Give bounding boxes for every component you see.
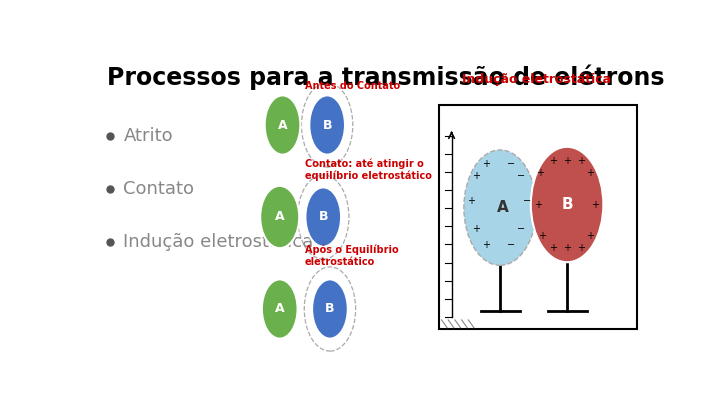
- Text: +: +: [563, 243, 571, 253]
- Ellipse shape: [260, 186, 300, 248]
- Text: −: −: [523, 196, 531, 207]
- Text: +: +: [536, 168, 544, 178]
- Text: +: +: [482, 159, 490, 169]
- Text: A: A: [275, 211, 284, 224]
- Text: B: B: [323, 119, 332, 132]
- Text: −: −: [517, 171, 526, 181]
- Text: Indução eletrostática: Indução eletrostática: [462, 73, 611, 86]
- Ellipse shape: [305, 188, 341, 247]
- Text: +: +: [587, 168, 595, 178]
- Ellipse shape: [265, 96, 300, 155]
- Text: Indução eletrostática: Indução eletrostática: [124, 233, 314, 251]
- Text: +: +: [549, 156, 557, 166]
- Ellipse shape: [262, 279, 297, 339]
- Text: −: −: [517, 224, 526, 234]
- Text: B: B: [325, 303, 335, 315]
- Text: +: +: [563, 156, 571, 166]
- Text: −: −: [507, 240, 516, 250]
- Ellipse shape: [531, 147, 603, 262]
- Text: B: B: [562, 197, 573, 212]
- Bar: [438, 105, 637, 329]
- Text: +: +: [472, 224, 480, 234]
- Text: Processos para a transmissão de elétrons: Processos para a transmissão de elétrons: [107, 64, 665, 90]
- Text: Contato: até atingir o
equilíbrio eletrostático: Contato: até atingir o equilíbrio eletro…: [305, 158, 432, 181]
- Text: +: +: [482, 240, 490, 250]
- Text: −: −: [507, 159, 516, 169]
- Text: Atrito: Atrito: [124, 127, 173, 145]
- Text: +: +: [534, 200, 542, 209]
- Text: +: +: [577, 243, 585, 253]
- Ellipse shape: [310, 96, 345, 155]
- Ellipse shape: [312, 279, 348, 339]
- Text: +: +: [467, 196, 475, 207]
- Text: A: A: [497, 200, 509, 215]
- Ellipse shape: [464, 150, 536, 265]
- Text: A: A: [275, 303, 284, 315]
- Text: Após o Equilíbrio
eletrostático: Após o Equilíbrio eletrostático: [305, 245, 398, 267]
- Text: A: A: [278, 119, 287, 132]
- Text: +: +: [549, 243, 557, 253]
- Text: B: B: [318, 211, 328, 224]
- Text: +: +: [591, 200, 599, 209]
- Text: +: +: [587, 231, 595, 241]
- Text: +: +: [472, 171, 480, 181]
- Text: Antes do Contato: Antes do Contato: [305, 81, 400, 91]
- Text: +: +: [577, 156, 585, 166]
- Text: +: +: [538, 231, 546, 241]
- Text: Contato: Contato: [124, 180, 194, 198]
